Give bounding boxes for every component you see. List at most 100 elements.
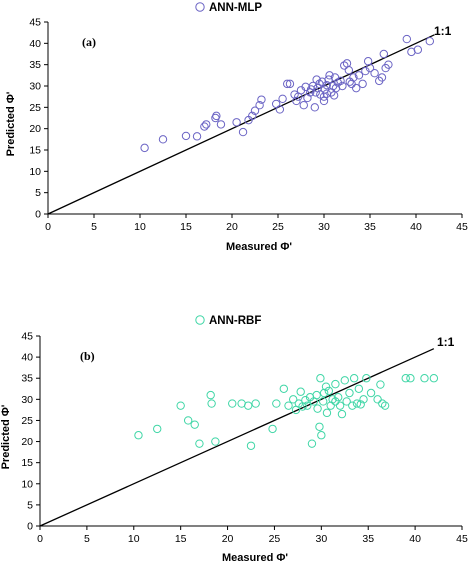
- y-tick-label: 15: [21, 457, 33, 469]
- data-point: [299, 101, 308, 110]
- data-point: [275, 105, 285, 114]
- data-point: [134, 431, 143, 440]
- data-point: [370, 69, 379, 78]
- data-point: [211, 437, 220, 446]
- data-point: [315, 422, 324, 431]
- one-to-one-label: 1:1: [437, 335, 455, 349]
- data-point: [340, 61, 349, 70]
- data-point: [420, 374, 429, 383]
- data-point: [303, 93, 312, 103]
- x-tick-label: 45: [456, 533, 468, 545]
- x-tick-label: 15: [180, 221, 192, 233]
- panel-label: (a): [82, 35, 96, 49]
- data-point: [296, 387, 305, 396]
- data-point: [257, 95, 266, 104]
- y-tick-label: 20: [29, 123, 41, 135]
- x-tick-label: 25: [269, 533, 281, 545]
- x-tick-label: 40: [409, 533, 421, 545]
- data-point: [312, 390, 321, 400]
- data-point: [272, 399, 281, 408]
- data-point: [340, 376, 349, 385]
- data-point: [331, 397, 340, 406]
- data-point: [140, 143, 149, 153]
- y-tick-label: 45: [29, 17, 41, 29]
- data-point: [349, 374, 359, 383]
- data-point: [413, 45, 423, 54]
- x-tick-label: 30: [315, 533, 327, 545]
- data-point: [271, 99, 281, 109]
- data-point: [425, 37, 434, 46]
- y-tick-label: 10: [29, 166, 41, 178]
- data-point: [248, 111, 257, 121]
- x-tick-label: 5: [91, 221, 97, 233]
- data-point: [243, 401, 253, 410]
- data-point: [238, 127, 248, 137]
- data-point: [322, 80, 331, 90]
- data-point: [329, 91, 339, 100]
- data-point: [380, 401, 390, 410]
- x-tick-label: 20: [226, 221, 238, 233]
- data-point: [347, 79, 356, 89]
- x-tick-label: 35: [362, 533, 374, 545]
- data-point: [307, 439, 317, 448]
- data-point: [319, 388, 329, 398]
- y-tick-label: 0: [35, 209, 41, 221]
- data-point: [338, 81, 347, 91]
- legend: ANN-RBF: [195, 315, 261, 327]
- data-point: [327, 88, 336, 97]
- x-tick-label: 10: [128, 533, 140, 545]
- x-tick-label: 45: [456, 221, 468, 233]
- data-point: [376, 380, 385, 389]
- data-point: [317, 431, 326, 440]
- x-tick-label: 40: [410, 221, 422, 233]
- data-point: [212, 111, 221, 121]
- data-point: [324, 386, 334, 396]
- data-point: [336, 76, 345, 86]
- x-axis-label: Measured Φ': [226, 241, 292, 253]
- data-point: [251, 399, 260, 408]
- data-point: [321, 382, 331, 391]
- data-point: [352, 399, 362, 408]
- y-tick-label: 25: [21, 415, 33, 427]
- x-tick-label: 15: [175, 533, 187, 545]
- data-point: [325, 71, 334, 80]
- data-point: [348, 401, 357, 410]
- data-point: [366, 388, 376, 398]
- y-tick-label: 15: [29, 145, 41, 157]
- legend-marker: [195, 2, 205, 12]
- data-point: [363, 57, 373, 66]
- data-point: [356, 400, 365, 409]
- one-to-one-line: [39, 348, 435, 527]
- y-tick-label: 30: [29, 81, 41, 93]
- data-point: [378, 399, 387, 408]
- data-point: [207, 399, 216, 408]
- data-point: [322, 408, 332, 418]
- x-tick-label: 10: [134, 221, 146, 233]
- y-tick-label: 40: [29, 38, 41, 50]
- y-tick-label: 35: [21, 373, 33, 385]
- data-point: [328, 395, 337, 404]
- data-point: [358, 79, 367, 89]
- y-axis-label: Predicted Φ': [5, 91, 17, 156]
- data-point: [319, 397, 328, 406]
- chart-panel-2: 0 5 10 15 20 25 30 35 40 45 0 5 10 15 20 25 30 35 40 45 Meas…: [0, 315, 468, 564]
- data-point: [301, 395, 310, 405]
- one-to-one-line: [47, 34, 435, 215]
- x-tick-label: 20: [222, 533, 234, 545]
- legend-marker: [195, 315, 205, 325]
- data-point: [158, 135, 168, 144]
- data-point: [402, 34, 411, 44]
- data-point: [335, 401, 345, 410]
- data-point: [334, 393, 343, 402]
- data-point: [313, 404, 322, 413]
- data-point: [228, 399, 237, 408]
- data-point: [192, 132, 202, 141]
- y-tick-label: 5: [35, 187, 41, 199]
- y-tick-label: 30: [21, 394, 33, 406]
- legend-label: ANN-MLP: [209, 2, 262, 14]
- data-point: [359, 395, 368, 404]
- data-points: [134, 374, 439, 450]
- data-point: [285, 79, 295, 89]
- data-point: [183, 416, 193, 425]
- x-axis-label: Measured Φ': [222, 552, 288, 564]
